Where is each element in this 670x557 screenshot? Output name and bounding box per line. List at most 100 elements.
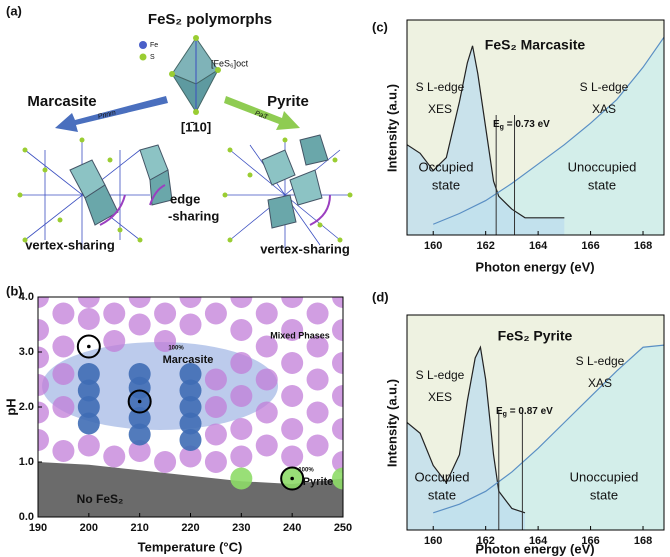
gap-subscript: g: [500, 124, 504, 131]
y-tick-label: 0.0: [19, 511, 34, 523]
x-tick-label: 210: [130, 522, 148, 534]
y-tick-label: 3.0: [19, 346, 34, 358]
annotation: Marcasite: [163, 354, 214, 366]
frame: [406, 19, 665, 236]
vertex-sharing: vertex-sharing: [25, 237, 115, 252]
line: [407, 45, 565, 219]
atom: [169, 71, 175, 77]
annotation: Pyrite: [303, 476, 334, 488]
x-axis-title: Photon energy (eV): [475, 259, 594, 274]
annotation: Mixed Phases: [270, 330, 330, 340]
point: [179, 429, 202, 451]
highlight-ring: [280, 466, 305, 491]
area: [407, 45, 565, 235]
point: [77, 297, 100, 308]
space-group: Pnnm: [97, 109, 117, 120]
panel-title: FeS₂ Marcasite: [485, 37, 586, 53]
point: [230, 352, 253, 374]
diagram-title: FeS₂ polymorphs: [148, 11, 272, 28]
y-tick-label: 4.0: [19, 291, 34, 303]
point: [332, 297, 343, 308]
diagram: FeS₂ polymorphs Fe S [FeS₆]oct Marcasite…: [17, 11, 353, 256]
annotation: Unoccupied: [570, 469, 639, 484]
point: [77, 363, 100, 385]
annotation: S L-edge: [580, 80, 629, 94]
annotation: XAS: [588, 376, 612, 390]
x-tick-label: 190: [29, 522, 47, 534]
legend-s: S: [150, 54, 155, 61]
octahedron: [299, 134, 329, 166]
point: [128, 423, 151, 446]
point: [128, 407, 151, 429]
y-axis-title: Intensity (a.u.): [384, 84, 399, 172]
point: [306, 302, 329, 325]
sharing-arrow: [309, 194, 331, 226]
point: [230, 319, 253, 341]
point: [77, 396, 100, 418]
annotation: XES: [428, 102, 452, 116]
octahedron: [261, 149, 296, 186]
atom: [193, 109, 199, 115]
atom: [193, 35, 199, 41]
point: [77, 434, 100, 457]
octahedron: [267, 194, 297, 229]
point: [255, 335, 278, 358]
point: [77, 379, 100, 402]
point: [332, 418, 343, 440]
x-tick-label: 240: [283, 522, 301, 534]
point: [179, 379, 202, 402]
annotation: state: [588, 177, 616, 192]
point: [230, 385, 253, 407]
annotation: XAS: [592, 102, 616, 116]
annotation: 100%: [168, 346, 184, 352]
panel-label: (d): [372, 289, 389, 304]
plot-layer: [407, 344, 664, 530]
point: [230, 467, 253, 490]
point: [255, 434, 278, 457]
x-axis-title: Photon energy (eV): [475, 541, 594, 556]
point: [38, 429, 49, 451]
octahedron: [289, 169, 323, 206]
annotation: XES: [428, 390, 452, 404]
panel-label: (a): [6, 3, 22, 18]
atom: [215, 67, 221, 73]
point: [204, 451, 227, 473]
x-tick-label: 168: [634, 535, 652, 547]
point: [52, 363, 75, 385]
gap-symbol: E: [496, 406, 503, 417]
point: [103, 302, 126, 325]
sharing-arrow: [149, 184, 166, 206]
annotation: Unoccupied: [568, 159, 637, 174]
y-axis-title: pH: [3, 398, 18, 415]
plot-layer: [407, 36, 664, 235]
point: [281, 297, 304, 308]
annotation: Occupied: [419, 159, 474, 174]
line: [432, 36, 664, 225]
point: [38, 319, 49, 341]
annotation: state: [428, 487, 456, 502]
point: [154, 302, 177, 325]
point: [306, 368, 329, 391]
annotation: Occupied: [415, 469, 470, 484]
point: [128, 440, 151, 462]
x-tick-label: 162: [476, 240, 494, 252]
highlight-dot: [290, 476, 294, 481]
gap-symbol: E: [493, 119, 500, 130]
point: [179, 363, 202, 385]
point: [281, 319, 304, 341]
annotation: state: [590, 487, 618, 502]
point: [332, 352, 343, 374]
point: [306, 335, 329, 358]
point: [38, 297, 49, 308]
x-tick-label: 250: [334, 522, 352, 534]
arrow: [55, 96, 168, 132]
highlight-ring: [76, 334, 101, 359]
legend-fe: Fe: [150, 42, 158, 49]
point: [128, 313, 151, 336]
point: [332, 385, 343, 407]
point: [332, 467, 343, 490]
edge-sharing: -sharing: [168, 208, 219, 223]
point: [204, 423, 227, 446]
gap-value: = 0.73 eV: [504, 119, 550, 130]
